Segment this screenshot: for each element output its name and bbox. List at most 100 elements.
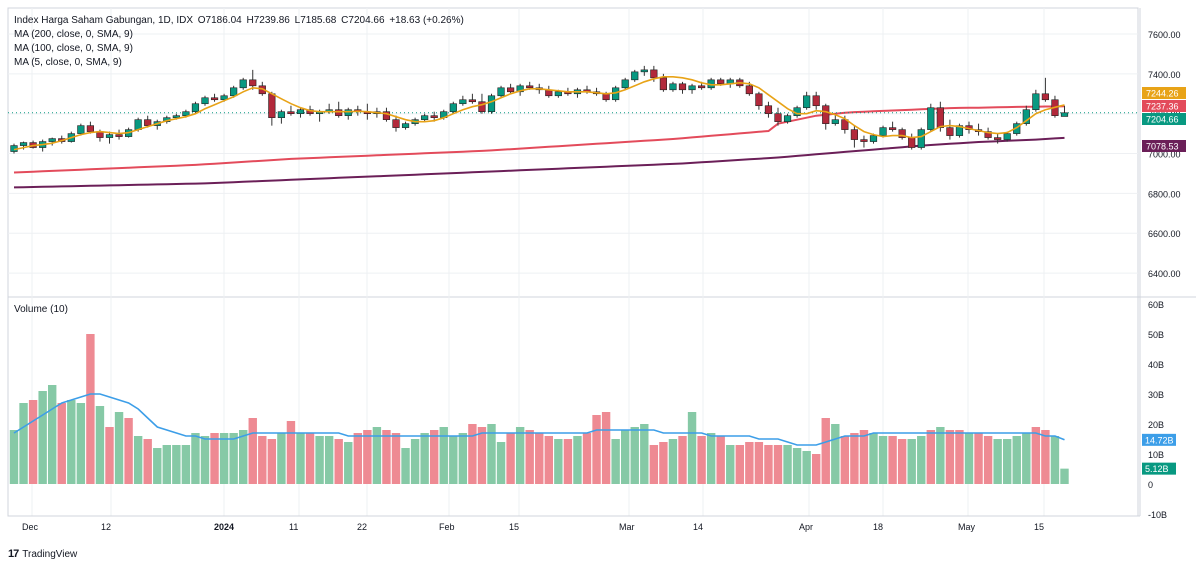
volume-bar bbox=[907, 439, 916, 484]
ma5-legend[interactable]: MA (5, close, 0, SMA, 9) bbox=[14, 57, 122, 68]
candle-body bbox=[487, 95, 496, 112]
volume-bar bbox=[430, 430, 439, 484]
candle-body bbox=[335, 109, 343, 116]
volume-bar bbox=[324, 436, 334, 484]
volume-bar bbox=[28, 400, 38, 484]
volume-bar bbox=[19, 403, 28, 484]
candle-body bbox=[831, 119, 839, 124]
volume-bar bbox=[668, 439, 678, 484]
candle-body bbox=[191, 103, 200, 112]
volume-bar bbox=[582, 433, 592, 484]
symbol-title[interactable]: Index Harga Saham Gabungan, 1D, IDX bbox=[14, 15, 193, 26]
volume-bar bbox=[678, 436, 687, 484]
volume-bar bbox=[859, 430, 869, 484]
volume-bar bbox=[449, 436, 458, 484]
candle-body bbox=[688, 85, 696, 91]
volume-bar bbox=[773, 445, 783, 484]
volume-bar bbox=[133, 436, 143, 484]
candle-body bbox=[19, 142, 28, 146]
volume-bar bbox=[153, 448, 162, 484]
volume-bar bbox=[162, 445, 171, 484]
candle-body bbox=[755, 93, 763, 107]
high-value: H7239.86 bbox=[246, 15, 290, 26]
candle-body bbox=[984, 131, 992, 138]
volume-legend[interactable]: Volume (10) bbox=[14, 304, 68, 315]
volume-bar bbox=[9, 430, 19, 484]
candle-body bbox=[678, 83, 687, 91]
volume-bar bbox=[601, 412, 611, 484]
candle-body bbox=[888, 127, 897, 130]
volume-bar bbox=[726, 445, 735, 484]
time-tick-label: Mar bbox=[619, 522, 635, 532]
volume-bar bbox=[105, 427, 114, 484]
candle-body bbox=[430, 115, 438, 118]
price-label-box bbox=[1142, 100, 1186, 112]
volume-bar bbox=[420, 433, 429, 484]
volume-bar bbox=[277, 433, 286, 484]
candle-body bbox=[344, 109, 352, 116]
volume-bar bbox=[649, 445, 659, 484]
candle-body bbox=[478, 101, 486, 113]
candle-body bbox=[621, 79, 629, 89]
volume-ma-line bbox=[13, 393, 1065, 446]
tradingview-logo[interactable]: 17 TradingView bbox=[8, 548, 77, 560]
time-tick-label: May bbox=[958, 522, 976, 532]
volume-bar bbox=[630, 427, 639, 484]
volume-bar bbox=[286, 421, 296, 484]
volume-bar bbox=[926, 430, 935, 484]
low-value: L7185.68 bbox=[294, 15, 337, 26]
volume-bar bbox=[229, 433, 238, 484]
time-tick-label: 2024 bbox=[214, 522, 234, 532]
volume-bar bbox=[353, 433, 362, 484]
symbol-legend: Index Harga Saham Gabungan, 1D, IDX O718… bbox=[14, 14, 466, 28]
candle-body bbox=[631, 71, 639, 81]
candle-body bbox=[554, 91, 562, 97]
volume-bar bbox=[687, 412, 697, 484]
volume-bar bbox=[621, 430, 630, 484]
price-label-text: 7237.36 bbox=[1146, 102, 1179, 112]
volume-bar bbox=[124, 418, 133, 484]
time-tick-label: 15 bbox=[509, 522, 519, 532]
ma200-legend[interactable]: MA (200, close, 0, SMA, 9) bbox=[14, 29, 133, 40]
volume-bar bbox=[239, 430, 248, 484]
ma100-legend[interactable]: MA (100, close, 0, SMA, 9) bbox=[14, 43, 133, 54]
candle-body bbox=[1022, 109, 1030, 124]
volume-bar bbox=[888, 436, 897, 484]
volume-bar bbox=[1003, 439, 1012, 484]
candle-body bbox=[201, 97, 209, 105]
candle-body bbox=[421, 115, 429, 120]
candle-body bbox=[602, 93, 610, 101]
volume-bar bbox=[974, 433, 983, 484]
volume-bar bbox=[554, 439, 563, 484]
price-tick-label: 7600.00 bbox=[1148, 30, 1181, 40]
volume-bar bbox=[38, 391, 47, 484]
volume-bar bbox=[372, 427, 382, 484]
volume-bar bbox=[1022, 433, 1031, 484]
volume-tick-label: -10B bbox=[1148, 510, 1167, 520]
time-tick-label: 12 bbox=[101, 522, 111, 532]
volume-bar bbox=[878, 436, 888, 484]
volume-bar bbox=[95, 406, 105, 484]
volume-bar bbox=[496, 442, 506, 484]
volume-bar bbox=[1012, 436, 1021, 484]
ma100-line bbox=[13, 105, 1065, 174]
price-label-text: 7078.53 bbox=[1146, 142, 1179, 152]
candle-body bbox=[182, 111, 190, 116]
candle-body bbox=[459, 99, 467, 105]
candle-body bbox=[86, 125, 94, 132]
candle-body bbox=[946, 127, 954, 136]
volume-label-box bbox=[1142, 433, 1176, 446]
volume-bar bbox=[1060, 468, 1069, 484]
candle-body bbox=[994, 137, 1002, 140]
candle-body bbox=[822, 105, 830, 124]
volume-bar bbox=[611, 439, 620, 484]
time-tick-label: Dec bbox=[22, 522, 39, 532]
candle-body bbox=[955, 125, 964, 136]
candle-body bbox=[1060, 112, 1069, 117]
open-value: O7186.04 bbox=[197, 15, 242, 26]
volume-bar bbox=[458, 433, 468, 484]
price-label-box bbox=[1142, 140, 1186, 152]
volume-bar bbox=[869, 433, 878, 484]
volume-bar bbox=[640, 424, 649, 484]
volume-bar bbox=[850, 433, 859, 484]
